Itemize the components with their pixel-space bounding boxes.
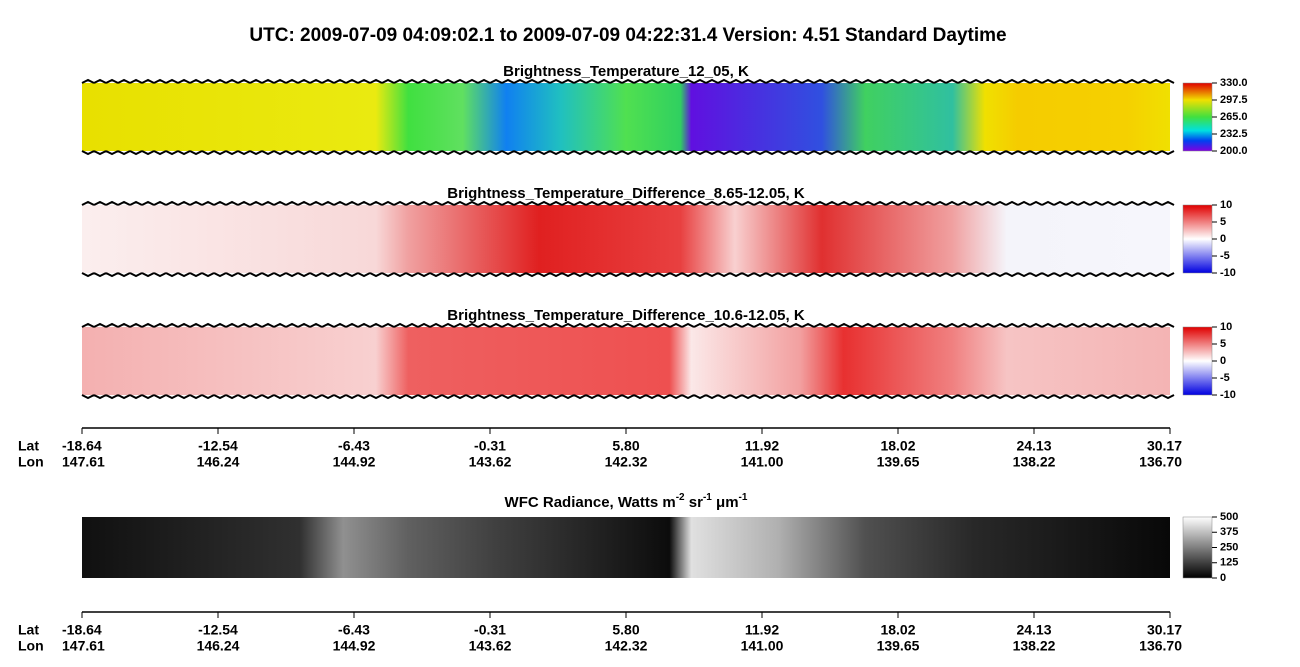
lat-value: 30.17 bbox=[1147, 622, 1182, 638]
lat-value: 5.80 bbox=[612, 622, 639, 638]
colorbar-label: 5 bbox=[1220, 338, 1226, 350]
image-strip bbox=[82, 83, 1170, 151]
colorbar-label: 0 bbox=[1220, 355, 1226, 367]
image-strip bbox=[82, 205, 1170, 273]
lon-value: 143.62 bbox=[469, 638, 512, 654]
title-part: sr bbox=[685, 494, 704, 511]
colorbar-label: -10 bbox=[1220, 267, 1236, 279]
colorbar-label: -10 bbox=[1220, 389, 1236, 401]
lat-value: -0.31 bbox=[474, 438, 506, 454]
lat-label: Lat bbox=[18, 438, 39, 454]
panel-title: Brightness_Temperature_12_05, K bbox=[503, 63, 749, 80]
lon-value: 146.24 bbox=[197, 638, 240, 654]
image-strip bbox=[82, 327, 1170, 395]
colorbar-label: 375 bbox=[1220, 526, 1238, 538]
colorbar bbox=[1182, 326, 1213, 396]
colorbar-label: 200.0 bbox=[1220, 145, 1248, 157]
lon-value: 141.00 bbox=[741, 454, 784, 470]
lat-label: Lat bbox=[18, 622, 39, 638]
colorbar-label: 0 bbox=[1220, 233, 1226, 245]
colorbar-label: 330.0 bbox=[1220, 77, 1248, 89]
colorbar bbox=[1182, 204, 1213, 274]
lat-value: 18.02 bbox=[880, 438, 915, 454]
colorbar-label: 10 bbox=[1220, 321, 1232, 333]
lon-value: 138.22 bbox=[1013, 454, 1056, 470]
scan-edge bbox=[81, 322, 1175, 400]
lat-value: -12.54 bbox=[198, 622, 238, 638]
colorbar-label: 0 bbox=[1220, 572, 1226, 584]
lat-value: 30.17 bbox=[1147, 438, 1182, 454]
colorbar-label: 125 bbox=[1220, 557, 1238, 569]
colorbar-label: 250 bbox=[1220, 541, 1238, 553]
lon-value: 143.62 bbox=[469, 454, 512, 470]
title-part: WFC Radiance, Watts m bbox=[505, 494, 676, 511]
colorbar-label: 500 bbox=[1220, 511, 1238, 523]
lat-value: -6.43 bbox=[338, 622, 370, 638]
lon-value: 142.32 bbox=[605, 454, 648, 470]
lon-value: 136.70 bbox=[1139, 638, 1182, 654]
colorbar bbox=[1182, 516, 1213, 579]
lat-value: 5.80 bbox=[612, 438, 639, 454]
lon-value: 142.32 bbox=[605, 638, 648, 654]
lon-label: Lon bbox=[18, 638, 44, 654]
scan-edge bbox=[81, 200, 1175, 278]
lon-value: 141.00 bbox=[741, 638, 784, 654]
colorbar-label: 232.5 bbox=[1220, 128, 1248, 140]
superscript: -2 bbox=[676, 492, 685, 503]
lon-value: 147.61 bbox=[62, 454, 105, 470]
colorbar-label: 5 bbox=[1220, 216, 1226, 228]
lat-value: -12.54 bbox=[198, 438, 238, 454]
lon-value: 139.65 bbox=[877, 638, 920, 654]
image-strip bbox=[82, 517, 1170, 578]
colorbar-label: 10 bbox=[1220, 199, 1232, 211]
lat-value: 24.13 bbox=[1016, 622, 1051, 638]
page-title: UTC: 2009-07-09 04:09:02.1 to 2009-07-09… bbox=[249, 25, 1006, 46]
lat-value: 11.92 bbox=[745, 438, 779, 454]
panel-title: Brightness_Temperature_Difference_8.65-1… bbox=[447, 185, 805, 202]
superscript: -1 bbox=[703, 492, 712, 503]
scan-edge bbox=[81, 78, 1175, 156]
lat-value: -0.31 bbox=[474, 622, 506, 638]
panel-title: Brightness_Temperature_Difference_10.6-1… bbox=[447, 307, 805, 324]
lat-value: -18.64 bbox=[62, 622, 102, 638]
colorbar-label: 265.0 bbox=[1220, 111, 1248, 123]
colorbar bbox=[1182, 82, 1213, 152]
lon-value: 147.61 bbox=[62, 638, 105, 654]
lon-label: Lon bbox=[18, 454, 44, 470]
lon-value: 139.65 bbox=[877, 454, 920, 470]
lat-value: 24.13 bbox=[1016, 438, 1051, 454]
colorbar-label: 297.5 bbox=[1220, 94, 1248, 106]
lat-value: 18.02 bbox=[880, 622, 915, 638]
lat-value: -6.43 bbox=[338, 438, 370, 454]
title-part: μm bbox=[712, 494, 739, 511]
lon-value: 144.92 bbox=[333, 454, 376, 470]
superscript: -1 bbox=[739, 492, 748, 503]
lon-value: 144.92 bbox=[333, 638, 376, 654]
panel-title: WFC Radiance, Watts m-2 sr-1 μm-1 bbox=[505, 492, 748, 511]
lon-value: 136.70 bbox=[1139, 454, 1182, 470]
colorbar-label: -5 bbox=[1220, 250, 1230, 262]
lat-value: 11.92 bbox=[745, 622, 779, 638]
lon-value: 138.22 bbox=[1013, 638, 1056, 654]
colorbar-label: -5 bbox=[1220, 372, 1230, 384]
lon-value: 146.24 bbox=[197, 454, 240, 470]
lat-value: -18.64 bbox=[62, 438, 102, 454]
